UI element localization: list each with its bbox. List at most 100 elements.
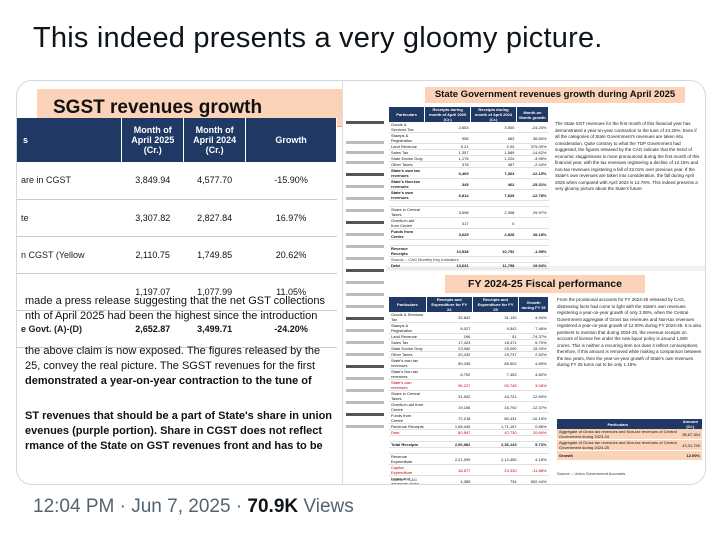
table-cell: Revenue Receipts xyxy=(389,423,427,430)
sgst-cell: 11.05% xyxy=(245,273,337,311)
central-govt-summary-table: Particulars Amount (Cr.) Aggregate of Gr… xyxy=(557,419,702,461)
table-row: Debt 13,631 11,798 19.54% xyxy=(389,262,549,269)
table-cell: 2,36,143 xyxy=(472,441,519,448)
april-revenue-text: The State SGT revenues for the first mon… xyxy=(555,121,700,191)
table-row: Funds from Centre 72,218 80,431 -10.19% xyxy=(389,412,549,424)
sgst-header-growth: Growth xyxy=(245,118,337,162)
table-cell xyxy=(426,447,473,454)
table-cell: 1,71,167 xyxy=(472,423,519,430)
table-cell: 1,68,445 xyxy=(426,423,473,430)
mid-row xyxy=(346,377,384,380)
table-cell: 734 xyxy=(472,475,519,484)
table-cell: 7,452 xyxy=(472,368,519,380)
table-row: Loans and advances given 4,385 734 502.44% xyxy=(389,475,549,484)
table-cell: 2,653 xyxy=(424,122,471,133)
table-cell: 2,12,450 xyxy=(472,453,519,465)
table-cell: 31,130 xyxy=(472,312,519,323)
tweet-time[interactable]: 12:04 PM xyxy=(33,496,115,517)
table-cell xyxy=(518,447,549,454)
table-cell xyxy=(424,239,471,246)
table-cell: State Excise Duty xyxy=(389,345,427,352)
table-cell xyxy=(389,200,425,207)
table-cell: 6,792 xyxy=(426,368,473,380)
table-cell: Growth xyxy=(557,450,679,461)
table-header: Receipts and Expenditure for FY 25 xyxy=(472,297,520,312)
mid-row xyxy=(346,293,384,296)
sgst-cell: 1,749.85 xyxy=(183,236,246,274)
fiscal-performance-title: FY 2024-25 Fiscal performance xyxy=(445,275,645,293)
table-header: Particulars xyxy=(389,107,426,122)
april-revenue-source: Source :- CAG Monthly Key Indicators xyxy=(391,257,459,262)
views-count[interactable]: 70.9K xyxy=(247,496,299,517)
tweet-text: This indeed presents a very gloomy pictu… xyxy=(33,22,603,54)
sgst-cell: 2,827.84 xyxy=(183,199,246,237)
table-row: 1,197.07 1,077.99 11.05% xyxy=(17,273,337,311)
tweet-media-image[interactable]: SGST revenues growth comparison s Month … xyxy=(16,80,706,485)
table-cell: 387 xyxy=(470,161,517,168)
table-row: Land Revenue 0.21 0.04 375.00% xyxy=(389,143,549,150)
table-cell: 2,50,982 xyxy=(426,441,473,448)
table-cell: Sales Tax xyxy=(389,149,425,156)
table-row xyxy=(389,435,549,442)
mid-row xyxy=(346,269,384,272)
table-row xyxy=(389,239,549,246)
table-row: Funds from Centre 3,625 2,828 28.18% xyxy=(389,228,549,240)
table-cell xyxy=(516,217,549,229)
table-row: State's own revenues 6,814 7,825 -12.78% xyxy=(389,189,549,201)
table-row: Revenue Expenditure 2,21,099 2,12,450 4.18% xyxy=(389,453,549,465)
table-cell: 2,828 xyxy=(470,228,517,240)
table-cell: 28.18% xyxy=(516,228,549,240)
table-cell: 12.00% xyxy=(678,450,702,461)
table-cell xyxy=(516,256,549,263)
summary-source: Source :- Union Government Accounts xyxy=(557,471,626,476)
table-row: e Govt. (A)-(D) 2,652.87 3,499.71 -24.20… xyxy=(17,310,337,348)
april-revenue-title: State Government revenues growth during … xyxy=(425,87,685,103)
table-cell: 2.52% xyxy=(518,351,549,358)
meta-separator: · xyxy=(114,496,132,517)
table-cell: 17,423 xyxy=(426,339,473,346)
paragraph-line: ST revenues that should be a part of Sta… xyxy=(25,410,333,422)
fiscal-performance-source: Source :- CAG xyxy=(391,477,418,482)
table-cell: 5.73% xyxy=(518,441,549,448)
mid-row xyxy=(346,221,384,224)
table-cell: 4.82% xyxy=(518,368,549,380)
sgst-paragraph-3: ST revenues that should be a part of Sta… xyxy=(25,409,345,454)
table-row xyxy=(389,200,549,207)
table-cell: 1,176 xyxy=(424,155,471,162)
sgst-paragraph-1: made a press release suggesting that the… xyxy=(25,294,345,324)
table-cell: 31,002 xyxy=(426,390,473,402)
table-row: State's own tax revenues 6,469 7,363 -12.15… xyxy=(389,167,549,179)
table-cell: State's Non-tax revenues xyxy=(389,368,427,380)
table-cell: 96,227 xyxy=(426,379,473,391)
table-header: Particulars xyxy=(557,419,679,429)
table-cell: Share in Central Taxes xyxy=(389,206,425,218)
mid-row xyxy=(346,401,384,404)
table-cell: -12.37% xyxy=(518,401,549,413)
table-cell: 25,090 xyxy=(472,345,519,352)
table-cell: 8,027 xyxy=(426,322,473,334)
table-cell: 18,577 xyxy=(426,464,473,476)
tweet-date[interactable]: Jun 7, 2025 xyxy=(131,496,231,517)
sgst-cell: 4,577.70 xyxy=(183,162,246,200)
table-row: Stamps & Registration 906 663 36.60% xyxy=(389,132,549,144)
table-row: Other Taxes 378 387 -2.44% xyxy=(389,161,549,168)
sgst-cell: e Govt. (A)-(D) xyxy=(17,310,122,348)
sgst-cell: 3,307.82 xyxy=(121,199,184,237)
table-cell: 11,798 xyxy=(470,262,517,269)
table-cell: -1.99% xyxy=(516,245,549,257)
fiscal-performance-text: From the provisional accounts for FY 202… xyxy=(557,297,702,367)
table-row: Debt 80,597 42,730 20.60% xyxy=(389,429,549,436)
table-cell: Goods & Services Tax xyxy=(389,122,425,133)
table-cell: Land Revenue xyxy=(389,333,427,340)
table-cell xyxy=(424,200,471,207)
table-cell xyxy=(516,200,549,207)
partial-slide-column xyxy=(342,81,386,484)
sgst-cell: 20.62% xyxy=(245,236,337,274)
table-cell: 3,625 xyxy=(424,228,471,240)
mid-row xyxy=(346,209,384,212)
table-row: Grants-in-aid from Centre 317 0 xyxy=(389,217,549,229)
table-cell: Debt xyxy=(389,262,425,269)
table-cell xyxy=(516,239,549,246)
fiscal-performance-table: Particulars Receipts and Expenditure for… xyxy=(389,297,549,484)
table-row: Stamps & Registration 8,027 9,542 7.48% xyxy=(389,322,549,334)
